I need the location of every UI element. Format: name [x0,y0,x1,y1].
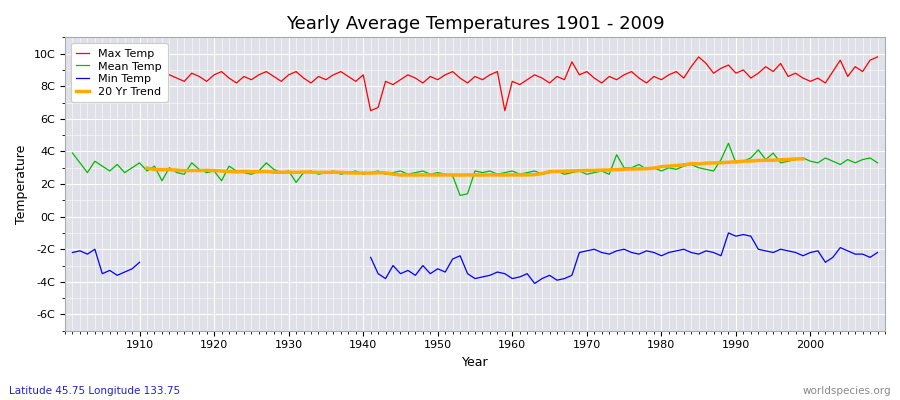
Title: Yearly Average Temperatures 1901 - 2009: Yearly Average Temperatures 1901 - 2009 [285,15,664,33]
Mean Temp [68,151,78,156]
Mean Temp [514,172,525,177]
Mean Temp [872,160,883,165]
Line: Max Temp: Max Temp [73,57,878,111]
Max Temp [693,54,704,59]
Max Temp [514,82,525,87]
X-axis label: Year: Year [462,356,489,369]
20 Yr Trend [275,170,286,175]
Mean Temp [291,180,302,185]
Min Temp [604,252,615,256]
20 Yr Trend [797,156,808,161]
Mean Temp [127,165,138,170]
Max Temp [604,74,615,79]
20 Yr Trend [209,168,220,173]
Min Temp [507,276,517,281]
Text: Latitude 45.75 Longitude 133.75: Latitude 45.75 Longitude 133.75 [9,386,180,396]
Min Temp [127,266,138,271]
Max Temp [127,76,138,80]
Min Temp [68,250,78,255]
Max Temp [291,69,302,74]
20 Yr Trend [141,166,152,170]
20 Yr Trend [395,173,406,178]
Line: 20 Yr Trend: 20 Yr Trend [147,159,803,175]
Mean Temp [604,172,615,177]
Max Temp [336,69,346,74]
20 Yr Trend [731,159,742,164]
Line: Mean Temp: Mean Temp [73,143,878,196]
Min Temp [872,250,883,255]
Max Temp [507,79,517,84]
Line: Min Temp: Min Temp [73,233,878,284]
Legend: Max Temp, Mean Temp, Min Temp, 20 Yr Trend: Max Temp, Mean Temp, Min Temp, 20 Yr Tre… [70,43,167,102]
Mean Temp [723,141,734,146]
Mean Temp [336,172,346,177]
Mean Temp [507,168,517,173]
Max Temp [68,64,78,69]
Y-axis label: Temperature: Temperature [15,144,28,224]
Min Temp [514,274,525,279]
Max Temp [365,108,376,113]
20 Yr Trend [484,172,495,177]
Mean Temp [454,193,465,198]
Max Temp [872,54,883,59]
20 Yr Trend [402,172,413,177]
20 Yr Trend [223,169,234,174]
Text: worldspecies.org: worldspecies.org [803,386,891,396]
